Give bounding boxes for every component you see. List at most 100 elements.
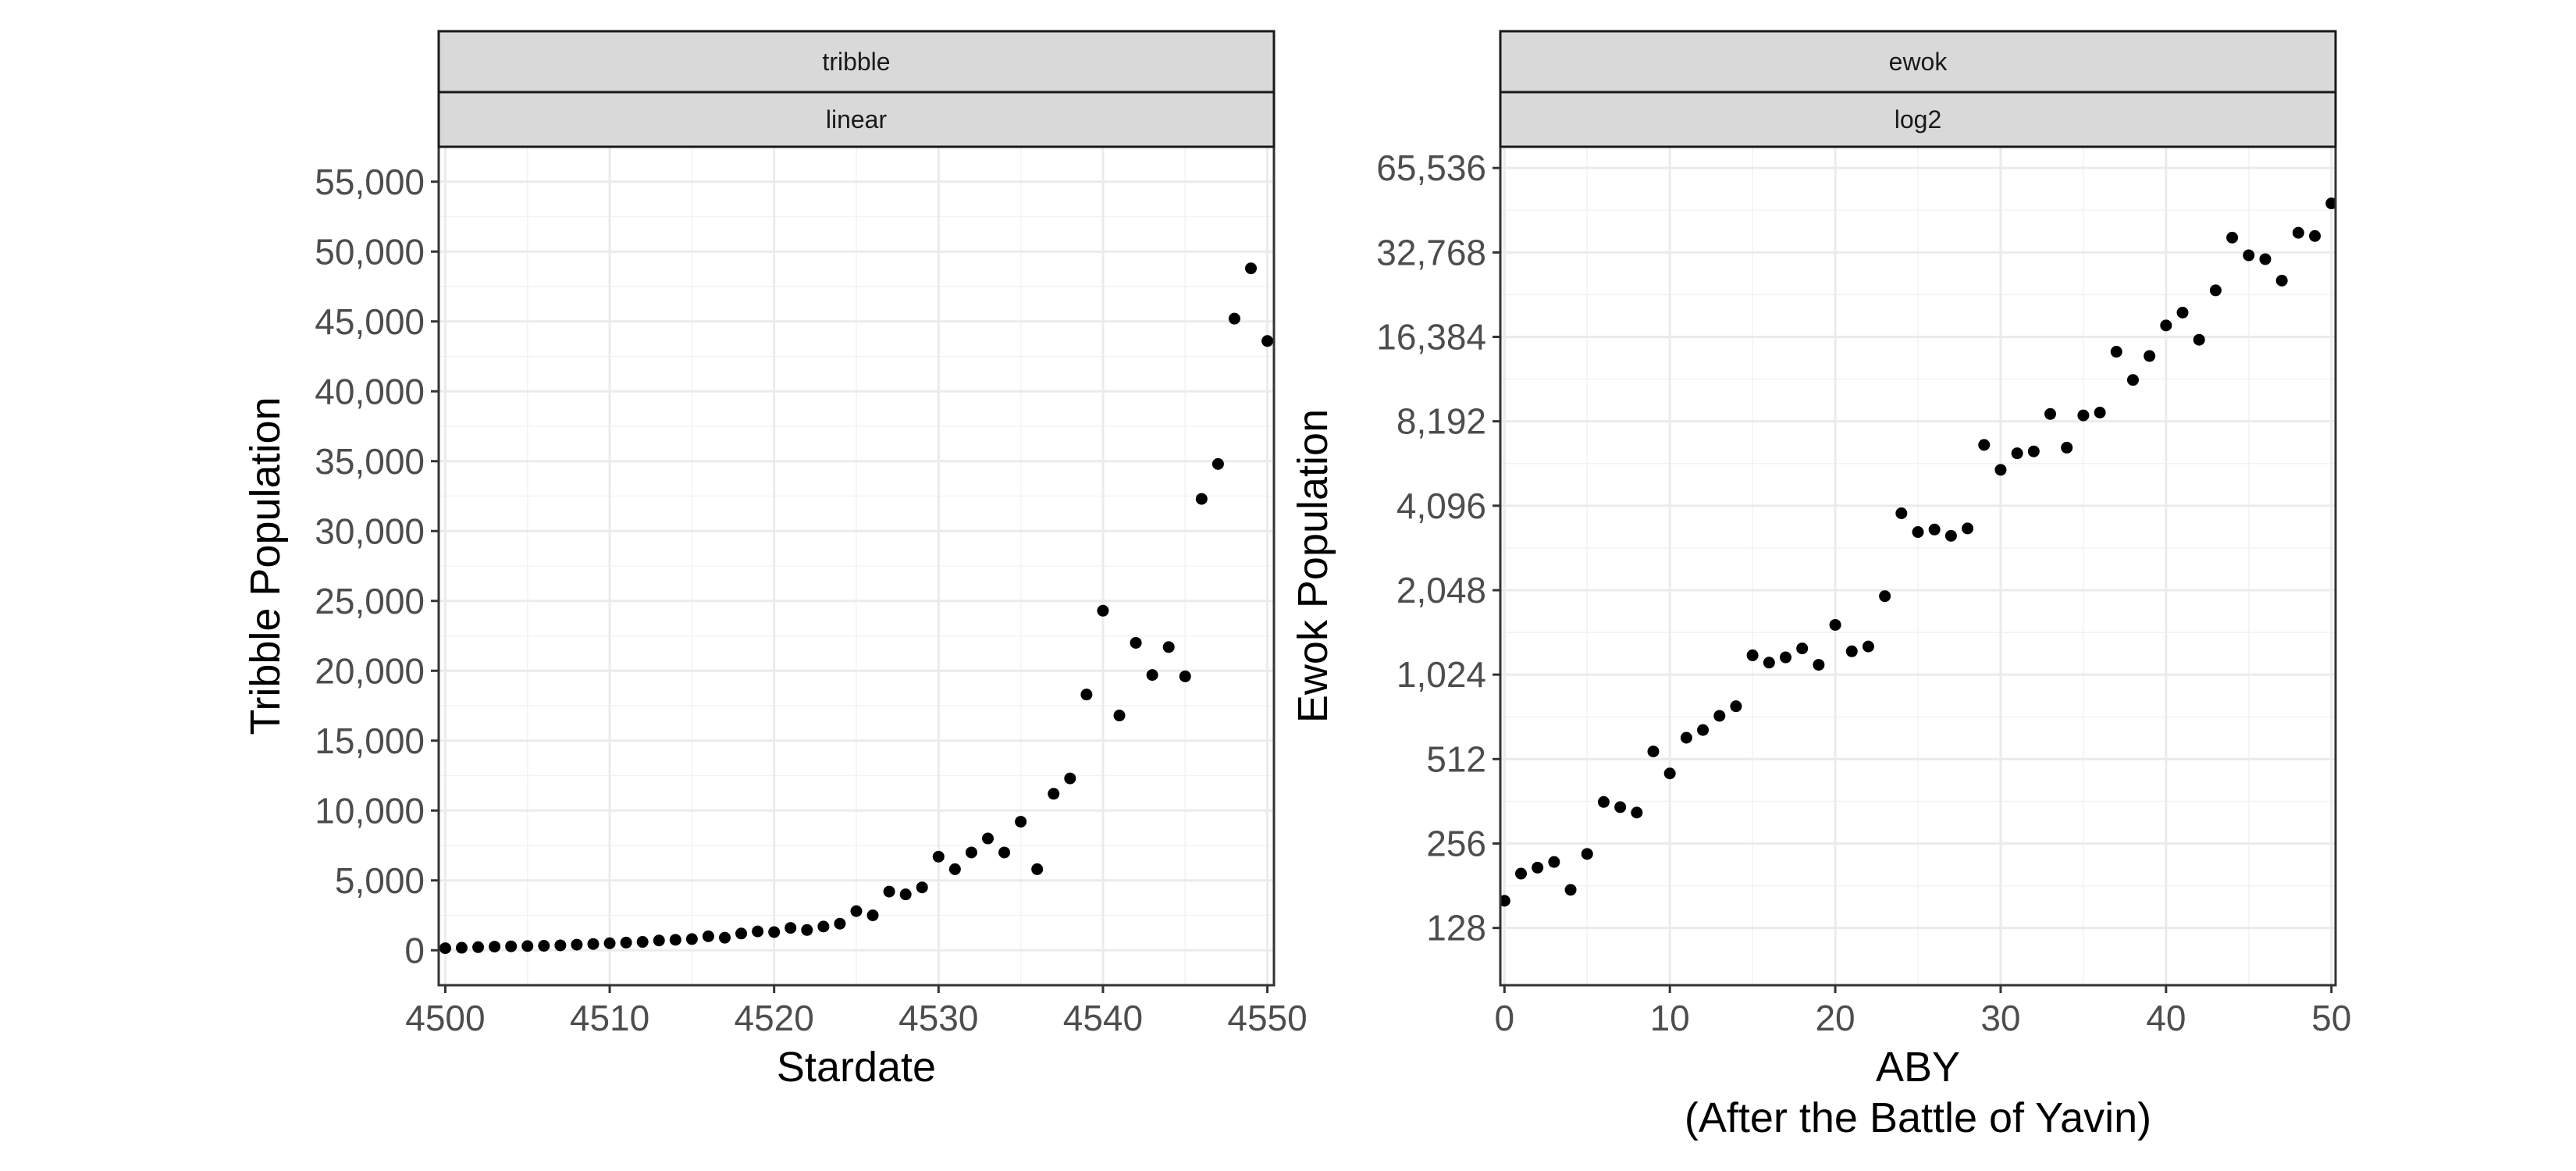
data-point	[1647, 746, 1660, 758]
data-point	[2094, 406, 2106, 418]
y-tick-label: 35,000	[315, 441, 425, 482]
data-point	[850, 905, 863, 917]
data-point	[620, 936, 632, 949]
y-tick-label: 128	[1426, 908, 1486, 949]
data-point	[2209, 284, 2222, 297]
y-tick-label: 32,768	[1376, 232, 1486, 272]
data-point	[718, 931, 731, 944]
y-tick-label: 45,000	[315, 301, 425, 342]
x-tick-label: 4530	[898, 998, 978, 1038]
data-point	[1514, 867, 1527, 880]
data-point	[982, 832, 994, 845]
data-point	[2309, 230, 2322, 242]
data-point	[2160, 319, 2172, 332]
data-point	[883, 885, 895, 898]
data-point	[735, 927, 748, 940]
x-tick-label: 40	[2146, 998, 2186, 1038]
data-point	[505, 940, 518, 952]
y-tick-label: 55,000	[315, 162, 425, 202]
data-point	[521, 940, 534, 952]
axis-ticks-tribble: 4500 4510 4520 4530 4540 4550 0 5,000 10,000 15,0…	[315, 162, 1307, 1038]
data-point	[554, 939, 567, 952]
x-tick-label: 4540	[1063, 998, 1143, 1038]
data-point	[1015, 816, 1027, 828]
data-point	[1944, 529, 1957, 542]
strip-label-ewok: ewok	[1889, 48, 1948, 76]
strip-label-log2: log2	[1895, 105, 1942, 133]
data-point	[1746, 649, 1759, 661]
data-point	[1845, 645, 1858, 657]
panel-tribble-linear: 4500 4510 4520 4530 4540 4550 0 5,000 10,000 15,0…	[242, 30, 1308, 1091]
data-point	[1048, 788, 1060, 800]
y-tick-label: 40,000	[315, 371, 425, 411]
y-tick-label: 256	[1426, 823, 1486, 863]
data-point	[571, 938, 583, 951]
data-point	[866, 909, 879, 921]
data-point	[2126, 374, 2139, 386]
data-point	[2077, 409, 2090, 422]
data-point	[1763, 657, 1775, 669]
data-point	[834, 917, 846, 930]
x-tick-label: 4550	[1227, 998, 1307, 1038]
y-tick-label: 512	[1426, 739, 1486, 779]
data-point	[1212, 457, 1224, 470]
data-point	[1581, 848, 1593, 860]
data-point	[932, 850, 945, 863]
data-point	[752, 925, 764, 938]
x-tick-label: 10	[1650, 998, 1690, 1038]
strip-log2	[1499, 91, 2337, 148]
data-point	[1663, 767, 1676, 780]
data-point	[1796, 642, 1809, 655]
data-point	[653, 934, 665, 947]
data-point	[587, 938, 600, 950]
data-point	[439, 942, 451, 955]
data-point	[1962, 522, 1974, 535]
strip-label-tribble: tribble	[822, 48, 890, 76]
y-tick-label: 25,000	[315, 581, 425, 621]
data-point	[685, 933, 698, 945]
data-point	[1097, 604, 1109, 617]
data-point	[1080, 689, 1093, 701]
data-point	[1532, 861, 1544, 874]
data-point	[1680, 731, 1692, 744]
data-point	[1813, 659, 1825, 671]
data-point	[1631, 806, 1643, 819]
panel-ewok-log2: 0 10 20 30 40 50 128 256 512 1,024 2,048 4,096 8,192…	[1290, 30, 2351, 1141]
y-tick-label: 20,000	[315, 650, 425, 691]
x-axis-subtitle-after-battle-of-yavin: (After the Battle of Yavin)	[1685, 1094, 2151, 1141]
data-point	[2011, 447, 2023, 460]
data-point	[1162, 641, 1175, 653]
data-point	[768, 926, 781, 938]
data-point	[538, 940, 550, 952]
data-point	[1912, 526, 1924, 539]
y-tick-label: 65,536	[1376, 148, 1486, 188]
data-point	[2292, 226, 2304, 239]
data-point	[455, 941, 468, 954]
data-point	[2144, 350, 2156, 362]
data-point	[1928, 523, 1941, 536]
data-point	[1713, 710, 1726, 722]
data-point	[2226, 231, 2239, 244]
x-tick-label: 20	[1815, 998, 1855, 1038]
data-point	[2176, 306, 2189, 319]
data-point	[702, 930, 714, 942]
x-tick-label: 4510	[570, 998, 649, 1038]
data-point	[1829, 618, 1841, 631]
x-tick-label: 50	[2311, 998, 2351, 1038]
data-point	[817, 920, 830, 933]
y-tick-label: 30,000	[315, 511, 425, 551]
data-point	[1779, 651, 1791, 664]
grid-ewok	[1500, 147, 2336, 985]
x-tick-label: 0	[1495, 998, 1515, 1038]
data-point	[2027, 445, 2040, 457]
data-point	[1862, 640, 1874, 653]
y-tick-label: 8,192	[1397, 401, 1486, 442]
data-point	[965, 846, 977, 859]
data-point	[1064, 772, 1076, 785]
data-point	[1597, 795, 1610, 808]
y-tick-label: 5,000	[335, 860, 425, 901]
data-point	[2275, 274, 2288, 287]
data-point	[916, 881, 928, 894]
data-point	[1228, 312, 1240, 325]
data-point	[2325, 198, 2336, 210]
